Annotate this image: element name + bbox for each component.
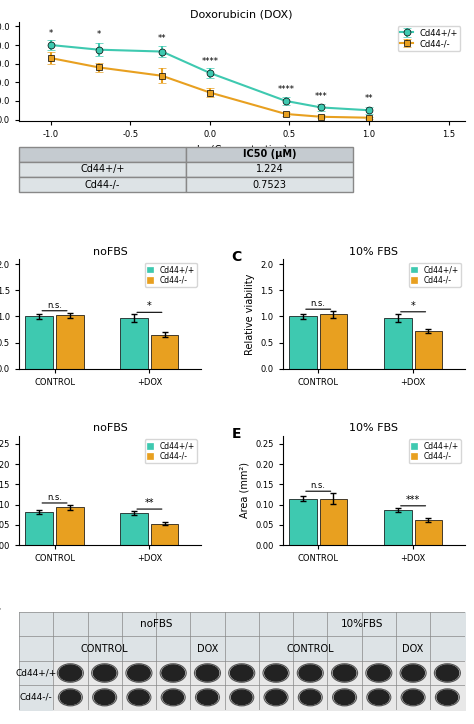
Text: n.s.: n.s.	[311, 299, 326, 308]
Bar	[414, 520, 442, 545]
Circle shape	[196, 665, 219, 681]
Legend: Cd44+/+, Cd44-/-: Cd44+/+, Cd44-/-	[145, 263, 197, 287]
Circle shape	[128, 665, 150, 681]
Circle shape	[403, 690, 423, 704]
Circle shape	[93, 665, 116, 681]
Bar	[319, 314, 347, 369]
Bar	[151, 334, 179, 369]
Text: ***: ***	[315, 92, 328, 101]
Circle shape	[299, 665, 321, 681]
Circle shape	[162, 665, 184, 681]
Text: Cd44-/-: Cd44-/-	[20, 693, 53, 702]
Bar	[319, 499, 347, 545]
Text: **: **	[365, 94, 374, 103]
Text: n.s.: n.s.	[311, 481, 326, 490]
Title: 10% FBS: 10% FBS	[349, 424, 398, 434]
Circle shape	[369, 690, 389, 704]
Title: noFBS: noFBS	[92, 424, 127, 434]
Circle shape	[60, 690, 81, 704]
Bar	[120, 318, 148, 369]
Bar	[289, 316, 317, 369]
Legend: Cd44+/+, Cd44-/-: Cd44+/+, Cd44-/-	[145, 439, 197, 463]
Bar	[151, 523, 179, 545]
Text: ****: ****	[277, 85, 294, 94]
Circle shape	[436, 665, 459, 681]
Circle shape	[266, 690, 286, 704]
Bar	[56, 316, 83, 369]
Bar	[414, 331, 442, 369]
Text: ****: ****	[201, 56, 219, 65]
Text: n.s.: n.s.	[47, 300, 62, 310]
Circle shape	[367, 665, 390, 681]
Text: C: C	[232, 251, 242, 264]
Title: Doxorubicin (DOX): Doxorubicin (DOX)	[191, 9, 293, 20]
Circle shape	[128, 690, 149, 704]
Text: DOX: DOX	[197, 644, 218, 654]
Text: 10%FBS: 10%FBS	[340, 619, 383, 629]
Text: *: *	[411, 300, 416, 311]
Text: DOX: DOX	[402, 644, 424, 654]
Bar	[56, 508, 83, 545]
Circle shape	[59, 665, 82, 681]
Y-axis label: Area (mm²): Area (mm²)	[240, 463, 250, 518]
Text: *: *	[49, 28, 53, 38]
Circle shape	[437, 690, 458, 704]
Text: ***: ***	[406, 495, 420, 505]
Legend: Cd44+/+, Cd44-/-: Cd44+/+, Cd44-/-	[409, 439, 461, 463]
Text: *: *	[97, 30, 101, 39]
Text: CONTROL: CONTROL	[286, 644, 334, 654]
Text: **: **	[158, 34, 166, 43]
Circle shape	[334, 690, 355, 704]
Circle shape	[333, 665, 356, 681]
Circle shape	[94, 690, 115, 704]
Text: **: **	[145, 498, 154, 508]
Bar	[120, 513, 148, 545]
Circle shape	[231, 690, 252, 704]
Title: 10% FBS: 10% FBS	[349, 247, 398, 257]
Legend: Cd44+/+, Cd44-/-: Cd44+/+, Cd44-/-	[409, 263, 461, 287]
Circle shape	[402, 665, 424, 681]
Text: *: *	[147, 301, 152, 311]
Legend: Cd44+/+, Cd44-/-: Cd44+/+, Cd44-/-	[398, 26, 460, 51]
Bar	[26, 512, 53, 545]
Title: noFBS: noFBS	[92, 247, 127, 257]
Y-axis label: Relative viability: Relative viability	[245, 273, 255, 355]
Text: E: E	[232, 427, 241, 441]
Circle shape	[300, 690, 320, 704]
Bar	[384, 318, 412, 369]
Bar	[384, 510, 412, 545]
Bar	[289, 499, 317, 545]
Bar	[26, 316, 53, 369]
Circle shape	[163, 690, 183, 704]
Text: CONTROL: CONTROL	[81, 644, 128, 654]
Text: F: F	[0, 607, 2, 621]
Circle shape	[197, 690, 218, 704]
Text: Cd44+/+: Cd44+/+	[16, 668, 57, 678]
Text: noFBS: noFBS	[140, 619, 173, 629]
X-axis label: log(Concentration): log(Concentration)	[196, 145, 288, 155]
Text: n.s.: n.s.	[47, 493, 62, 502]
Circle shape	[230, 665, 253, 681]
Circle shape	[264, 665, 287, 681]
